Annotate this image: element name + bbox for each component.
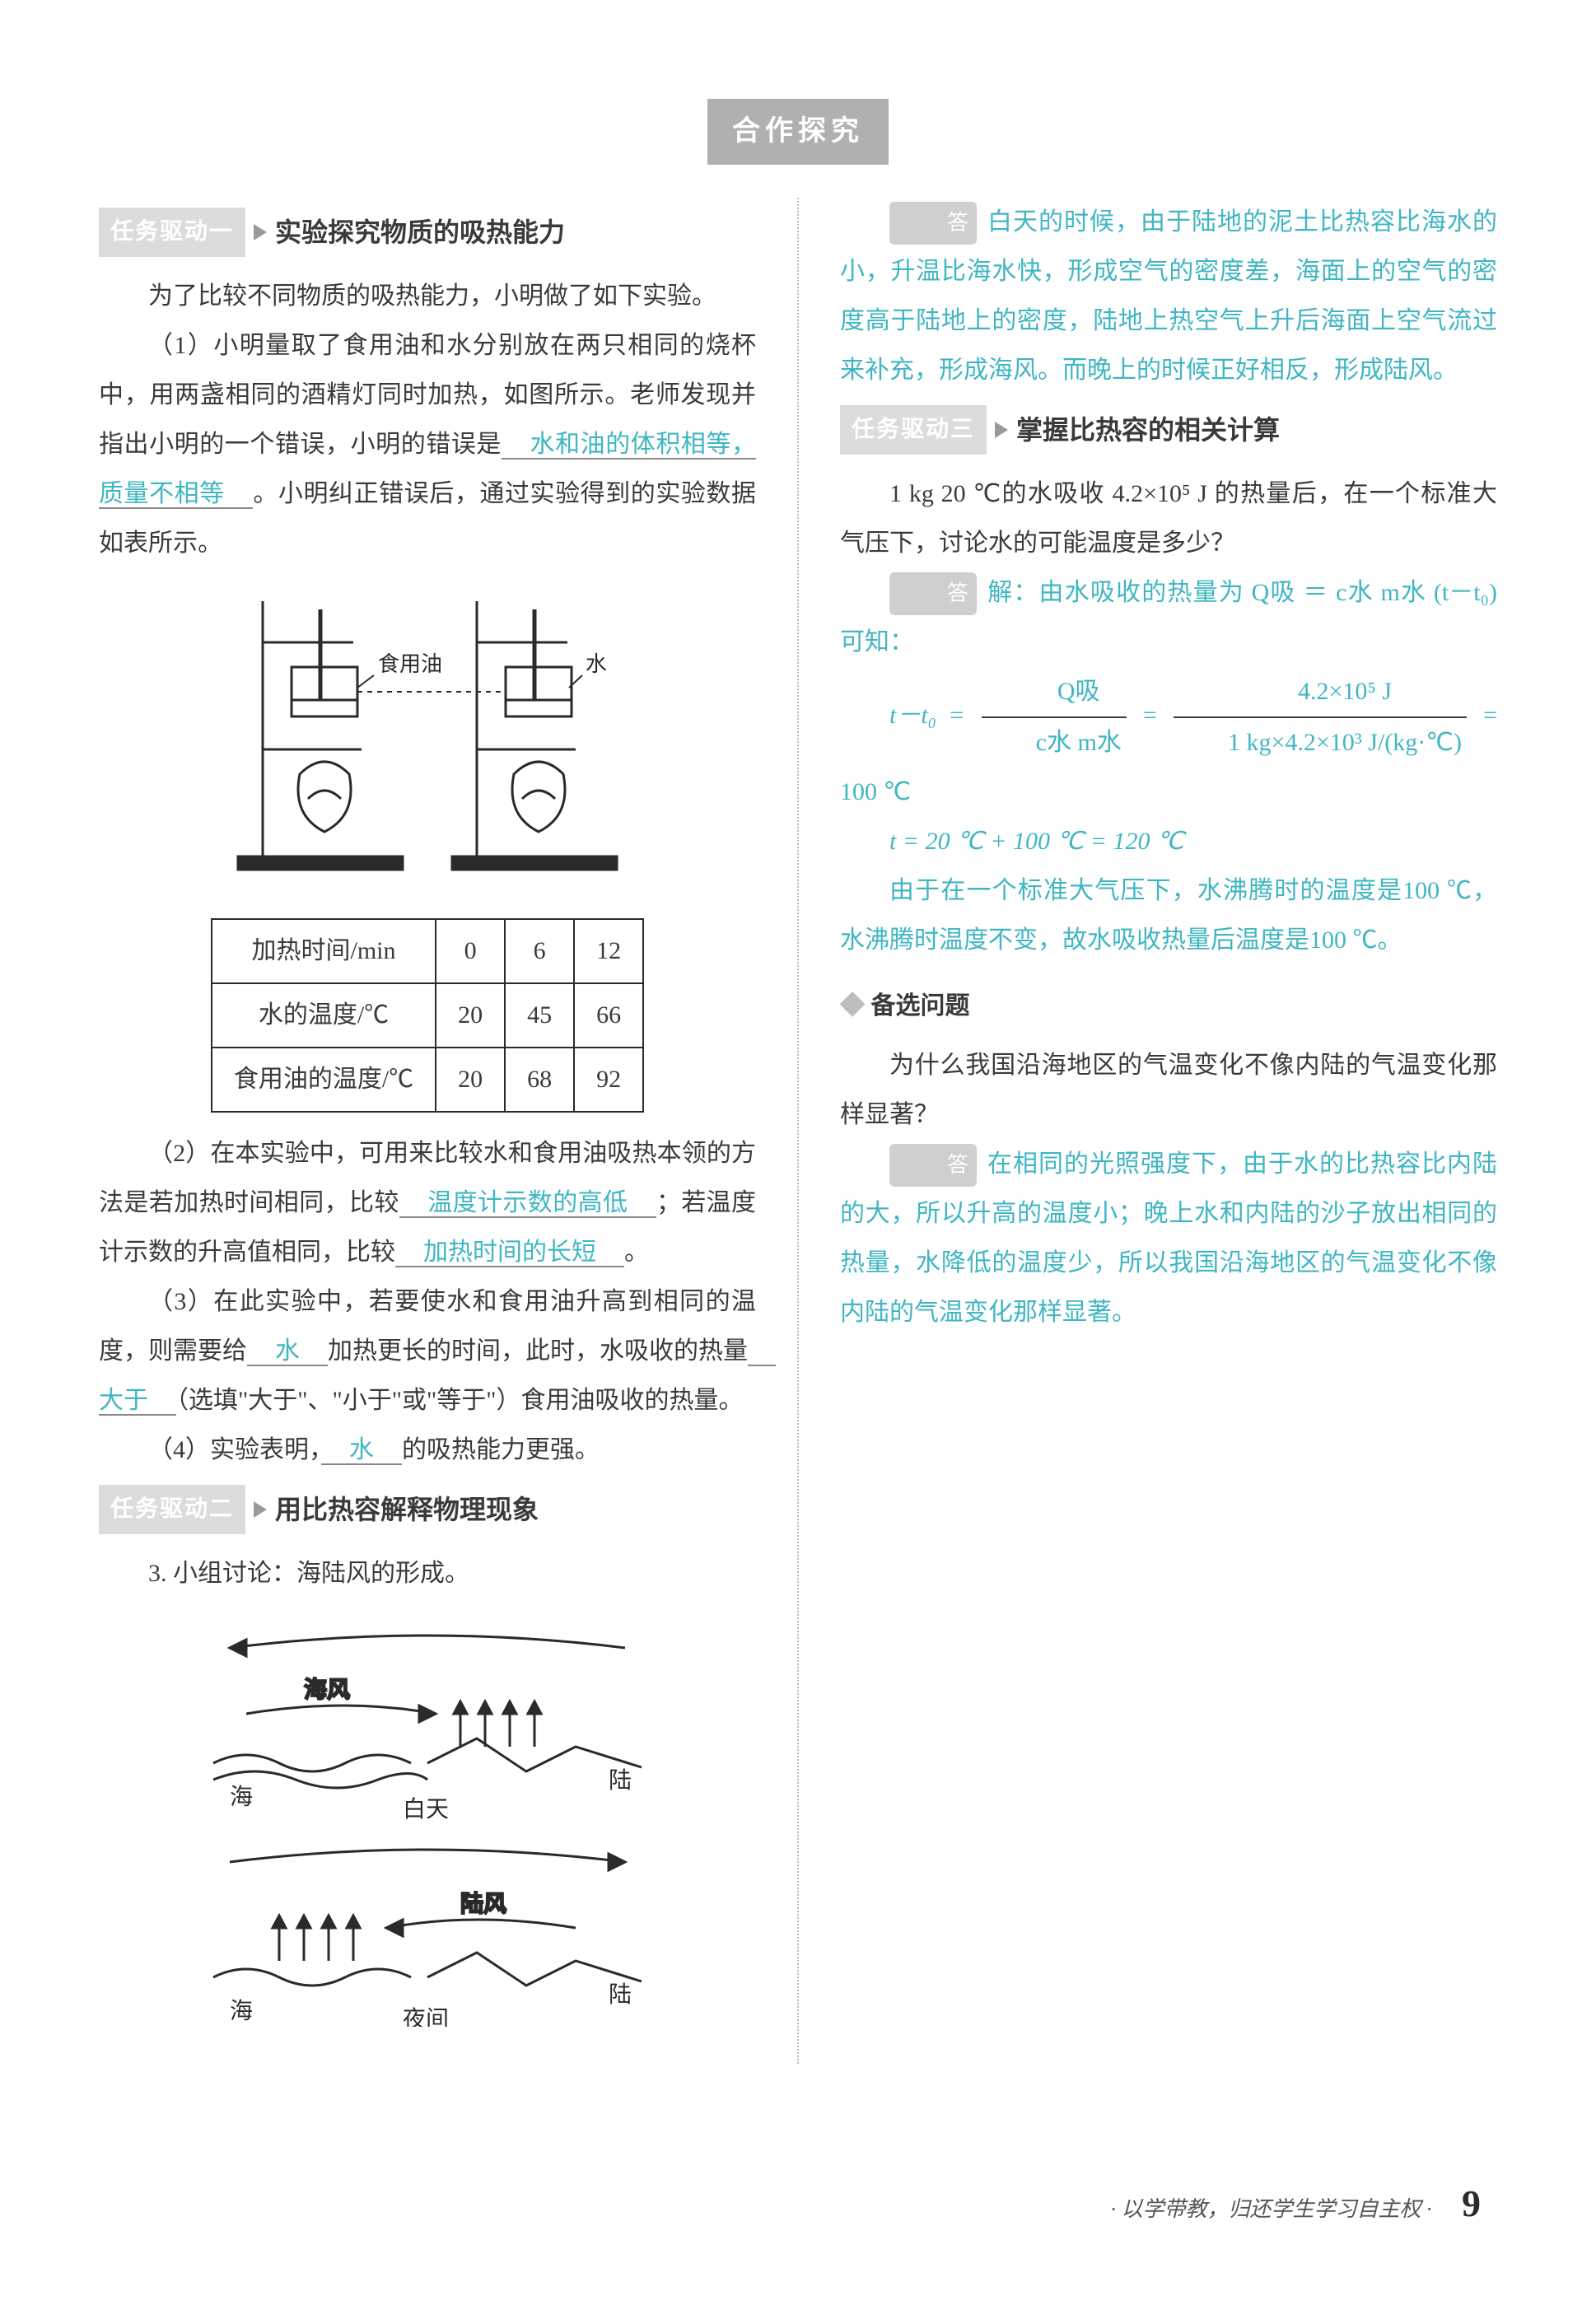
svg-text:海风: 海风	[304, 1677, 350, 1703]
eq-lhs: t－t₀ =	[889, 702, 964, 729]
task2-header: 任务驱动二 用比热容解释物理现象	[99, 1483, 756, 1536]
page-number: 9	[1462, 2182, 1481, 2224]
data-table: 加热时间/min 0 6 12 水的温度/℃ 20 45 66 食用油的温度/℃…	[211, 918, 644, 1113]
page-footer: · 以学带教，归还学生学习自主权 · 9	[1110, 2166, 1481, 2242]
answer-badge: 答	[889, 202, 977, 245]
section-title: 合作探究	[707, 99, 889, 165]
left-column: 任务驱动一 实验探究物质的吸热能力 为了比较不同物质的吸热能力，小明做了如下实验…	[99, 198, 756, 2064]
answer-badge: 答	[889, 1144, 977, 1187]
question-3: （3）在此实验中，若要使水和食用油升高到相同的温度，则需要给 水 加热更长的时间…	[99, 1277, 756, 1426]
section-header: 合作探究	[99, 99, 1497, 165]
fraction-1: Q吸 c水 m水	[982, 667, 1127, 768]
task1-badge: 任务驱动一	[99, 208, 245, 257]
arrow-icon	[995, 422, 1008, 438]
solution-paragraph: 由于在一个标准大气压下，水沸腾时的温度是100 ℃，水沸腾时温度不变，故水吸收热…	[840, 866, 1497, 965]
svg-text:陆: 陆	[609, 1767, 632, 1794]
task3-header: 任务驱动三 掌握比热容的相关计算	[840, 404, 1497, 456]
task2-title: 用比热容解释物理现象	[275, 1483, 539, 1536]
svg-text:海: 海	[230, 1784, 253, 1810]
q4-b: 的吸热能力更强。	[402, 1436, 600, 1463]
q2-blank2: 加热时间的长短	[395, 1239, 624, 1267]
q2-blank1: 温度计示数的高低	[399, 1189, 656, 1218]
svg-text:海: 海	[230, 1998, 253, 2024]
right-column: 答白天的时候，由于陆地的泥土比热容比海水的小，升温比海水快，形成空气的密度差，海…	[840, 198, 1497, 2064]
solution-intro: 答解：由水吸收的热量为 Q吸 ＝ c水 m水 (t－t₀) 可知：	[840, 568, 1497, 667]
task1-title: 实验探究物质的吸热能力	[275, 206, 565, 259]
q3-b: 加热更长的时间，此时，水吸收的热量	[328, 1337, 748, 1365]
svg-text:陆: 陆	[609, 1981, 632, 2008]
task3-title: 掌握比热容的相关计算	[1016, 404, 1280, 456]
intro-paragraph: 为了比较不同物质的吸热能力，小明做了如下实验。	[99, 272, 756, 321]
footer-motto: · 以学带教，归还学生学习自主权 ·	[1110, 2197, 1431, 2221]
table-row: 食用油的温度/℃ 20 68 92	[212, 1048, 643, 1112]
task2-badge: 任务驱动二	[99, 1485, 245, 1534]
q4-blank: 水	[321, 1436, 402, 1465]
svg-text:白天: 白天	[403, 1796, 449, 1822]
calc-question: 1 kg 20 ℃的水吸收 4.2×10⁵ J 的热量后，在一个标准大气压下，讨…	[840, 469, 1497, 568]
answer-badge: 答	[889, 572, 977, 615]
label-water: 水	[586, 652, 607, 676]
q2-c: 。	[624, 1239, 649, 1266]
table-row: 加热时间/min 0 6 12	[212, 919, 643, 983]
q4-a: （4）实验表明，	[148, 1436, 321, 1463]
question-2: （2）在本实验中，可用来比较水和食用油吸热本领的方法是若加热时间相同，比较 温度…	[99, 1129, 756, 1277]
column-divider	[797, 198, 799, 2064]
sea-breeze-diagram: 海风 海 陆 白天	[99, 1615, 756, 2044]
task3-badge: 任务驱动三	[840, 405, 987, 455]
solution-equation: t－t₀ = Q吸 c水 m水 = 4.2×10⁵ J 1 kg×4.2×10³…	[840, 667, 1497, 817]
label-oil: 食用油	[378, 652, 442, 676]
question-4: （4）实验表明， 水 的吸热能力更强。	[99, 1426, 756, 1475]
th-time: 加热时间/min	[212, 919, 436, 983]
q3-blank1: 水	[247, 1337, 328, 1366]
question-1: （1）小明量取了食用油和水分别放在两只相同的烧杯中，用两盏相同的酒精灯同时加热，…	[99, 321, 756, 568]
two-column-layout: 任务驱动一 实验探究物质的吸热能力 为了比较不同物质的吸热能力，小明做了如下实验…	[99, 198, 1497, 2064]
apparatus-diagram: 食用油 水	[99, 585, 756, 898]
solution-line2: t = 20 ℃ + 100 ℃ = 120 ℃	[840, 817, 1497, 866]
alt-question: 为什么我国沿海地区的气温变化不像内陆的气温变化那样显著？	[840, 1041, 1497, 1140]
task1-header: 任务驱动一 实验探究物质的吸热能力	[99, 206, 756, 259]
arrow-icon	[254, 1501, 267, 1518]
alt-question-heading: 备选问题	[840, 982, 1497, 1031]
svg-text:夜间: 夜间	[403, 2006, 449, 2027]
discussion-prompt: 3. 小组讨论：海陆风的形成。	[99, 1549, 756, 1598]
alt-answer: 答在相同的光照强度下，由于水的比热容比内陆的大，所以升高的温度小；晚上水和内陆的…	[840, 1140, 1497, 1337]
fraction-2: 4.2×10⁵ J 1 kg×4.2×10³ J/(kg·℃)	[1174, 667, 1467, 768]
svg-text:陆风: 陆风	[460, 1891, 506, 1917]
q3-c: （选填"大于"、"小于"或"等于"）食用油吸收的热量。	[176, 1387, 743, 1414]
table-row: 水的温度/℃ 20 45 66	[212, 983, 643, 1048]
answer-1: 答白天的时候，由于陆地的泥土比热容比海水的小，升温比海水快，形成空气的密度差，海…	[840, 198, 1497, 395]
arrow-icon	[254, 224, 267, 240]
